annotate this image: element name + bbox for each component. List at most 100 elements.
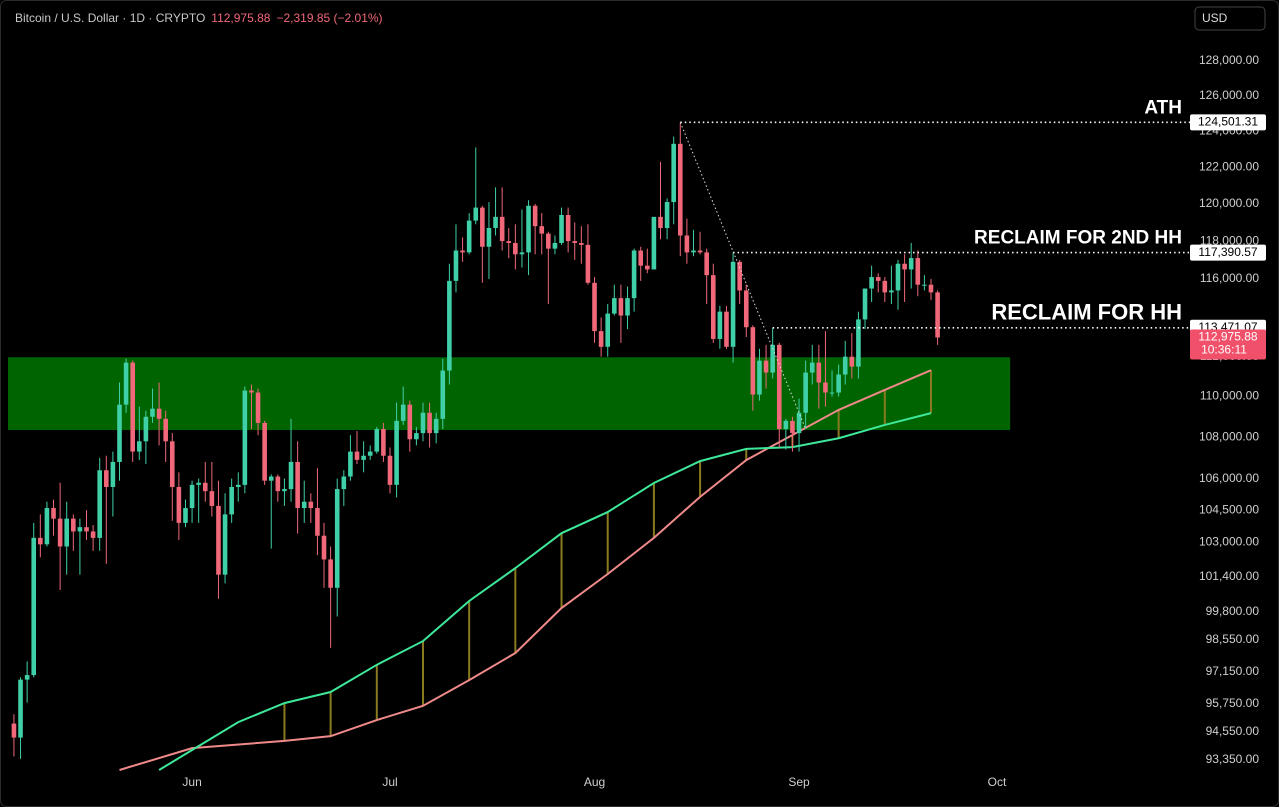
candle-body bbox=[783, 420, 789, 430]
candle-body bbox=[928, 284, 934, 293]
currency-button[interactable] bbox=[1194, 6, 1266, 31]
candle-body bbox=[869, 277, 874, 289]
candle-body bbox=[156, 408, 162, 419]
candle-body bbox=[117, 404, 122, 462]
candle-body bbox=[110, 461, 116, 487]
price: 112,975.88 bbox=[211, 11, 271, 25]
candle-body bbox=[776, 344, 782, 430]
candle-body bbox=[513, 242, 518, 255]
y-tick-label: 97,150.00 bbox=[1206, 664, 1260, 678]
candle-body bbox=[97, 470, 103, 538]
price-label-box bbox=[1190, 114, 1266, 131]
y-tick-label: 128,000.00 bbox=[1199, 53, 1259, 67]
candle-body bbox=[400, 404, 406, 421]
candle-body bbox=[895, 263, 901, 291]
trendline bbox=[679, 122, 807, 430]
candle-body bbox=[123, 362, 129, 405]
candle-body bbox=[902, 263, 907, 270]
candle-body bbox=[90, 531, 96, 538]
candle-body bbox=[506, 241, 512, 243]
candle-body bbox=[447, 280, 452, 371]
candle-body bbox=[407, 404, 413, 440]
price-label: 124,501.31 bbox=[1198, 115, 1258, 129]
y-tick-label: 120,000.00 bbox=[1199, 196, 1259, 210]
candle-body bbox=[31, 537, 37, 676]
last-price-label: 112,975.88 bbox=[1198, 330, 1257, 344]
candle-body bbox=[334, 489, 340, 588]
candle-body bbox=[658, 216, 663, 229]
candle-body bbox=[381, 429, 386, 456]
candle-body bbox=[433, 418, 439, 434]
candle-body bbox=[169, 441, 175, 487]
candle-body bbox=[677, 143, 683, 236]
candle-body bbox=[552, 242, 558, 249]
candle-body bbox=[908, 258, 914, 270]
candle-body bbox=[565, 215, 571, 242]
candle-body bbox=[57, 518, 63, 547]
candle-body bbox=[717, 311, 723, 339]
candle-body bbox=[532, 205, 538, 227]
y-tick-label: 108,000.00 bbox=[1199, 429, 1259, 443]
candle-body bbox=[242, 390, 248, 485]
candle-body bbox=[229, 486, 234, 515]
candle-body bbox=[585, 244, 591, 283]
candle-body bbox=[559, 215, 564, 243]
candle-body bbox=[836, 374, 841, 393]
candle-body bbox=[341, 476, 347, 490]
candle-body bbox=[737, 261, 742, 291]
candle-body bbox=[315, 508, 320, 536]
y-tick-label: 116,000.00 bbox=[1200, 271, 1259, 285]
candle-body bbox=[710, 275, 716, 339]
candle-body bbox=[671, 143, 676, 203]
candle-body bbox=[71, 518, 76, 532]
candle-body bbox=[645, 265, 650, 270]
support-zone bbox=[8, 357, 1011, 431]
candle-body bbox=[730, 261, 736, 347]
candle-body bbox=[374, 429, 380, 452]
candle-body bbox=[18, 679, 23, 738]
candle-body bbox=[605, 313, 611, 347]
candle-body bbox=[625, 298, 630, 316]
y-tick-label: 94,550.00 bbox=[1206, 724, 1260, 738]
candle-body bbox=[493, 216, 498, 229]
y-tick-label: 98,550.00 bbox=[1206, 632, 1260, 646]
candle-body bbox=[268, 476, 274, 481]
candle-body bbox=[882, 280, 888, 293]
candle-body bbox=[856, 319, 861, 367]
candle-body bbox=[862, 288, 868, 320]
candle-body bbox=[579, 242, 584, 245]
candle-body bbox=[275, 476, 281, 492]
y-tick-label: 126,000.00 bbox=[1199, 88, 1259, 102]
candle-body bbox=[519, 252, 525, 255]
candle-body bbox=[38, 537, 43, 545]
x-tick-label: Aug bbox=[584, 775, 605, 789]
candle-body bbox=[255, 392, 261, 423]
moving-average bbox=[119, 369, 932, 771]
candle-body bbox=[196, 482, 201, 485]
candle-body bbox=[922, 284, 927, 286]
candle-body bbox=[770, 344, 775, 373]
header: Bitcoin / U.S. Dollar · 1D · CRYPTO 112,9… bbox=[15, 11, 389, 25]
candle-body bbox=[651, 216, 657, 270]
candle-body bbox=[202, 482, 208, 492]
countdown: 10:36:11 bbox=[1201, 343, 1247, 357]
moving-average bbox=[158, 412, 932, 771]
currency[interactable]: USD bbox=[1202, 11, 1228, 25]
candle-body bbox=[288, 461, 294, 490]
candle-body bbox=[427, 412, 432, 434]
candle-body bbox=[420, 412, 426, 434]
x-tick-label: Oct bbox=[988, 775, 1007, 789]
candle-body bbox=[222, 514, 228, 575]
candle-body bbox=[282, 489, 287, 492]
candle-body bbox=[499, 216, 505, 242]
candle-body bbox=[526, 205, 531, 253]
candle-body bbox=[697, 250, 703, 253]
y-tick-label: 118,000.00 bbox=[1200, 233, 1259, 247]
candle-body bbox=[235, 484, 241, 487]
candle-body bbox=[724, 311, 729, 347]
candle-body bbox=[757, 360, 762, 395]
candle-body bbox=[414, 433, 419, 440]
candle-body bbox=[796, 412, 802, 434]
candle-body bbox=[176, 486, 182, 523]
